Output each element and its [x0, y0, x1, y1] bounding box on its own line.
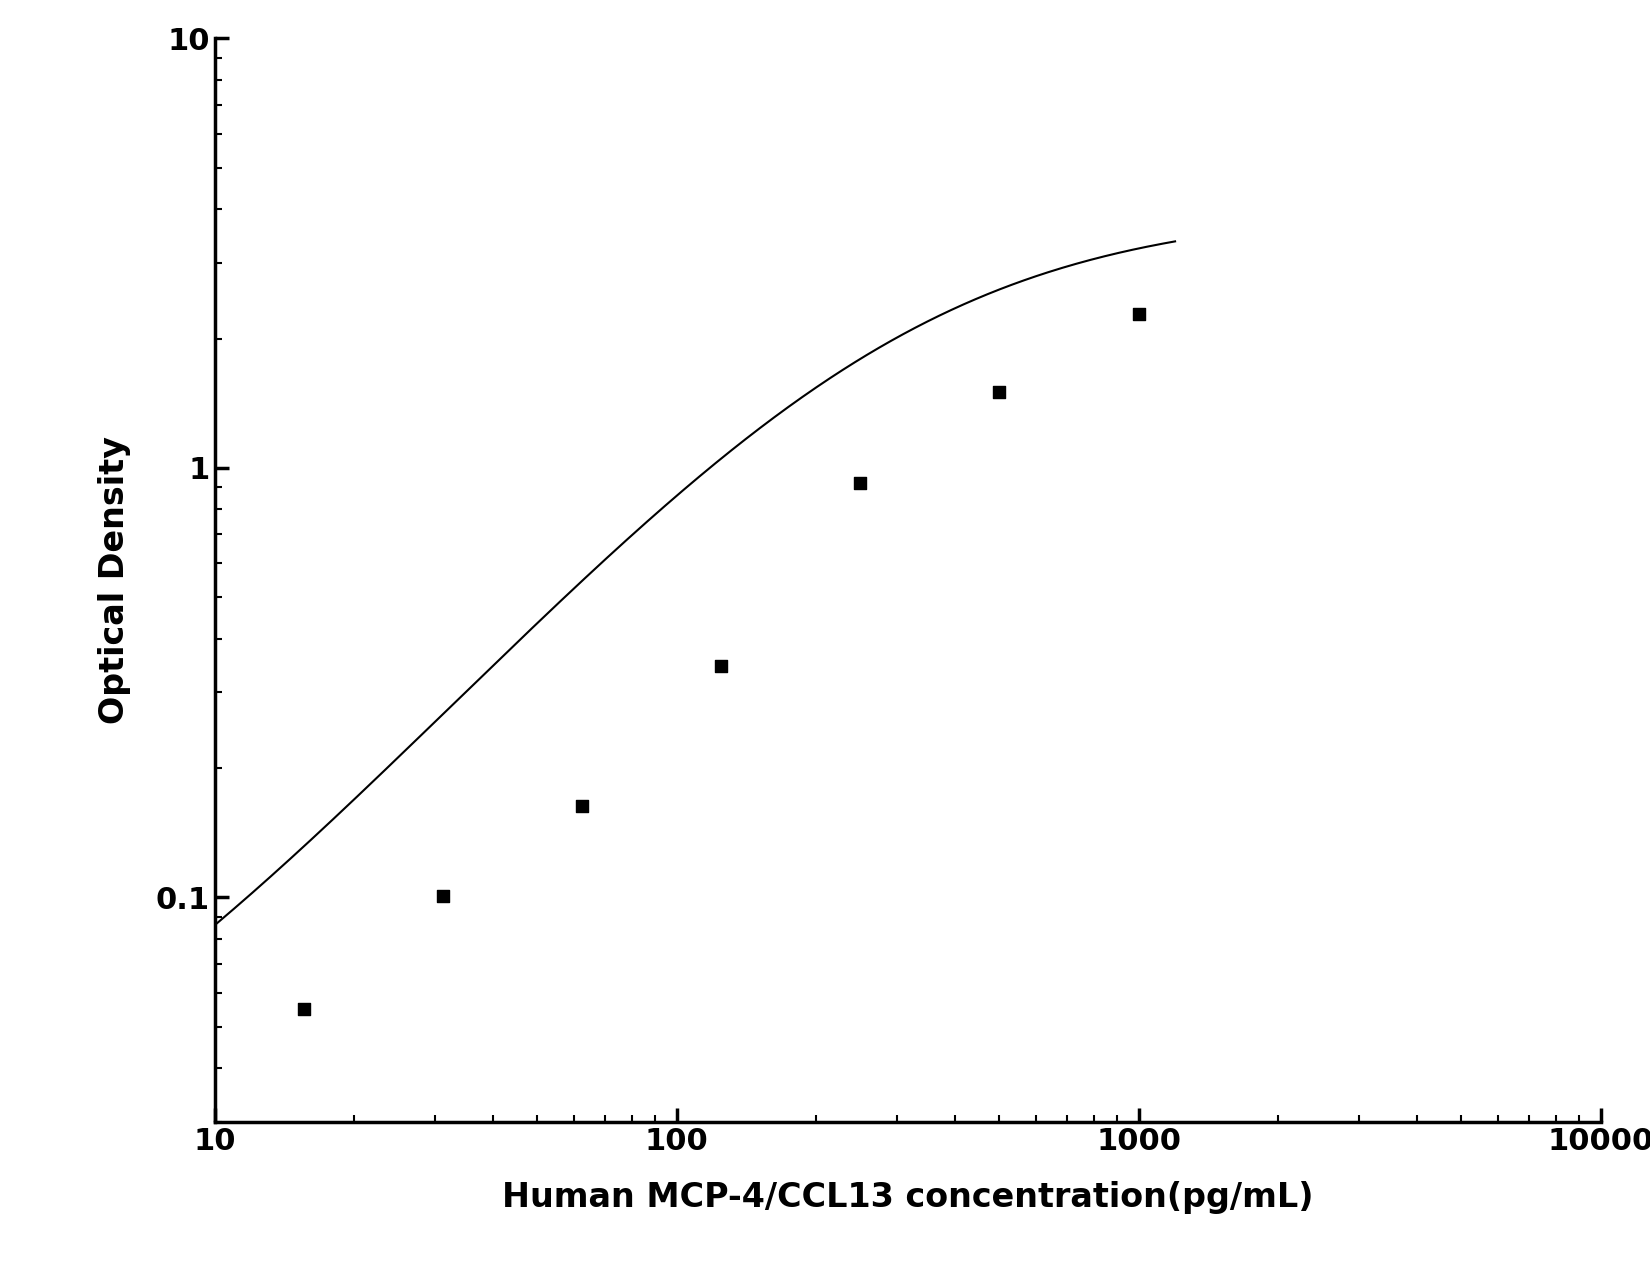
Point	[569, 796, 596, 816]
Point	[431, 885, 457, 905]
Point	[1125, 303, 1152, 324]
Y-axis label: Optical Density: Optical Density	[97, 436, 130, 724]
X-axis label: Human MCP-4/CCL13 concentration(pg/mL): Human MCP-4/CCL13 concentration(pg/mL)	[502, 1181, 1313, 1214]
Point	[290, 998, 317, 1019]
Point	[846, 473, 873, 493]
Point	[987, 382, 1013, 403]
Point	[708, 657, 734, 677]
